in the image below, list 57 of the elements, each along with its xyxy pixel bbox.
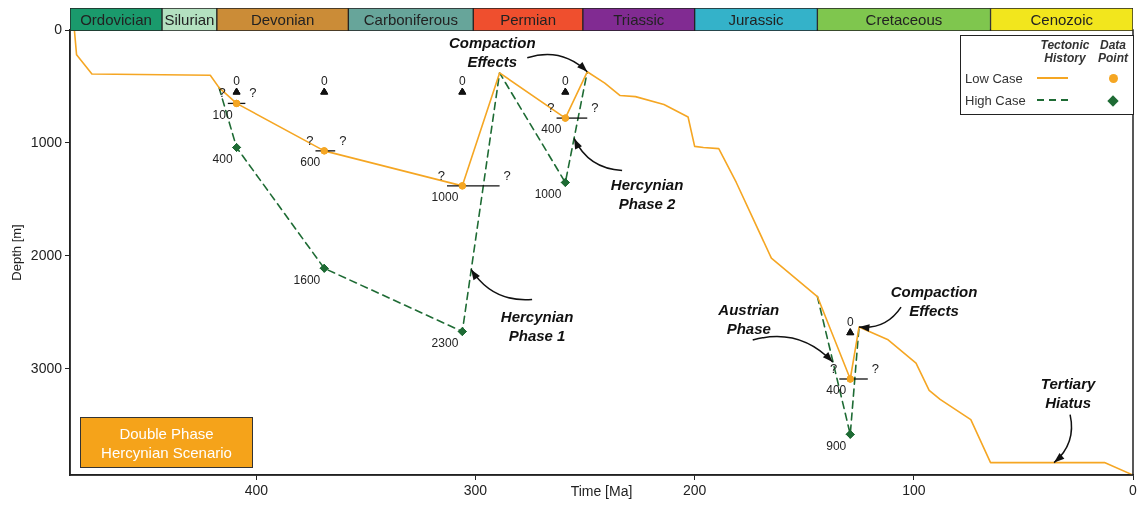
annotation: 400 [826, 383, 847, 398]
series-label: Devonian [250, 10, 315, 28]
annotation: 900 [826, 438, 847, 453]
annotation: ? [871, 361, 880, 377]
annotation: Hercynian Phase 1 [500, 308, 574, 345]
annotation: Tertiary Hiatus [1040, 375, 1096, 412]
annotation: Compaction Effects [448, 34, 536, 71]
y-tick-label: 0 [54, 20, 63, 37]
point [320, 87, 329, 95]
annotation: 2300 [431, 335, 459, 350]
legend-title: Tectonic History [1039, 38, 1091, 65]
annotation: ? [437, 167, 445, 183]
point [232, 87, 241, 95]
annotation: 400 [212, 151, 233, 166]
annotation: Compaction Effects [890, 282, 978, 319]
x-tick-label: 300 [463, 482, 488, 499]
annotation: Hercynian Phase 2 [610, 176, 684, 213]
series-label: Cretaceous [865, 10, 943, 28]
annotation: Austrian Phase [717, 300, 780, 337]
series-label: Carboniferous [363, 10, 458, 28]
legend-label: High Case [965, 92, 1027, 108]
annotation: ? [830, 361, 838, 377]
annotation: 600 [300, 155, 321, 170]
annotation: 0 [233, 74, 241, 89]
x-axis-title: Time [Ma] [570, 482, 633, 499]
y-tick-label: 3000 [30, 359, 63, 376]
series-label: Triassic [613, 10, 665, 28]
y-tick-label: 1000 [30, 133, 63, 150]
text: Double Phase Hercynian Scenario [80, 417, 253, 468]
point [846, 328, 855, 336]
legend-label: Low Case [965, 70, 1024, 86]
x-tick-label: 0 [1129, 482, 1138, 499]
annotation: 1000 [534, 186, 562, 201]
annotation: 1000 [431, 190, 459, 205]
series-label: Jurassic [728, 10, 785, 28]
series-label: Cenozoic [1030, 10, 1094, 28]
annotation: ? [591, 100, 599, 116]
annotation: 0 [846, 315, 854, 329]
annotation: 1600 [293, 272, 321, 287]
series-label: Permian [500, 10, 557, 28]
annotation: 400 [541, 122, 562, 137]
annotation: 0 [561, 74, 569, 89]
y-axis-title: Depth [m] [9, 224, 25, 281]
y-tick-label: 2000 [30, 246, 63, 263]
annotation: ? [249, 85, 257, 101]
annotation: Data Point [1097, 38, 1130, 65]
x-tick-label: 200 [682, 482, 707, 499]
series-label: Ordovician [80, 10, 152, 28]
point [458, 87, 467, 95]
x-tick-label: 400 [244, 482, 269, 499]
annotation: 0 [458, 74, 466, 89]
annotation: ? [503, 167, 511, 183]
annotation: ? [339, 132, 347, 148]
x-tick-label: 100 [902, 482, 926, 499]
point [561, 87, 570, 95]
annotation: 0 [320, 74, 328, 89]
series-label: Silurian [164, 10, 215, 28]
